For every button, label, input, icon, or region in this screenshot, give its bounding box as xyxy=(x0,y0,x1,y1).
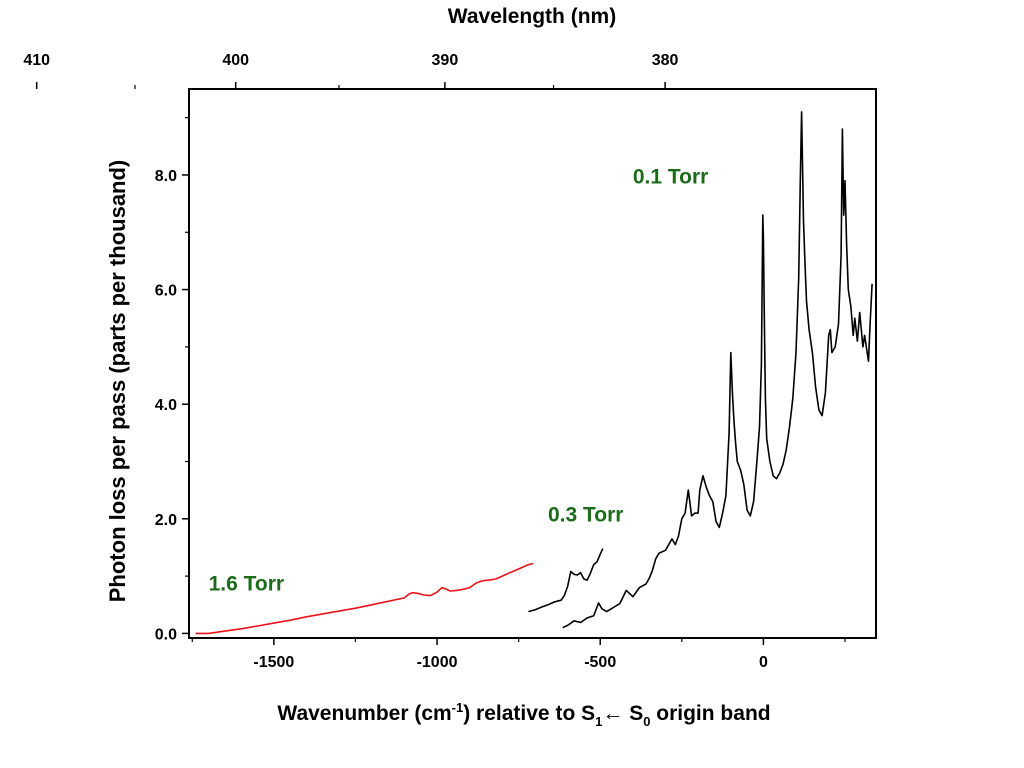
top-tick-label: 400 xyxy=(222,52,249,69)
y-axis-title: Photon loss per pass (parts per thousand… xyxy=(105,160,130,603)
x-axis-title-sub0: 0 xyxy=(643,714,650,729)
x-axis-title-suffix: origin band xyxy=(650,702,770,725)
y-tick-label: 0.0 xyxy=(155,626,177,643)
series-annotation: 0.3 Torr xyxy=(548,504,623,527)
series-1-6-torr xyxy=(195,562,534,635)
series-annotations: 1.6 Torr 0.3 Torr 0.1 Torr xyxy=(209,166,709,596)
x-tick-label: -500 xyxy=(584,654,616,671)
axis-ticks: -1500 -1000 -500 0 0.0 2.0 4.0 6.0 8.0 410 400 390 3… xyxy=(23,52,846,671)
series-0-1-torr xyxy=(562,111,873,629)
x-axis-title-mid: ) relative to S xyxy=(463,702,595,725)
y-tick-label: 6.0 xyxy=(155,283,177,300)
x-tick-label: -1000 xyxy=(417,654,458,671)
data-series xyxy=(195,111,873,635)
x-axis-title-arrow: ← xyxy=(602,702,623,725)
top-tick-label: 390 xyxy=(432,52,459,69)
series-0-3-torr xyxy=(528,548,604,613)
series-annotation: 1.6 Torr xyxy=(209,572,284,595)
x-axis-title-prefix: Wavenumber (cm xyxy=(277,702,451,725)
x-tick-label: 0 xyxy=(759,654,768,671)
x-axis-title: Wavenumber (cm-1) relative to S1← S0 ori… xyxy=(277,700,770,729)
y-tick-label: 4.0 xyxy=(155,397,177,414)
x-axis-title-sup: -1 xyxy=(452,700,464,715)
plot-frame xyxy=(188,88,877,639)
top-tick-label: 410 xyxy=(23,52,50,69)
x-axis-title-sub1: 1 xyxy=(595,714,602,729)
x-axis-title-s: S xyxy=(623,702,643,725)
y-tick-label: 8.0 xyxy=(155,168,177,185)
x-tick-label: -1500 xyxy=(253,654,294,671)
top-axis-title: Wavelength (nm) xyxy=(448,5,616,28)
y-tick-label: 2.0 xyxy=(155,512,177,529)
top-tick-label: 380 xyxy=(652,52,679,69)
series-annotation: 0.1 Torr xyxy=(633,166,708,189)
